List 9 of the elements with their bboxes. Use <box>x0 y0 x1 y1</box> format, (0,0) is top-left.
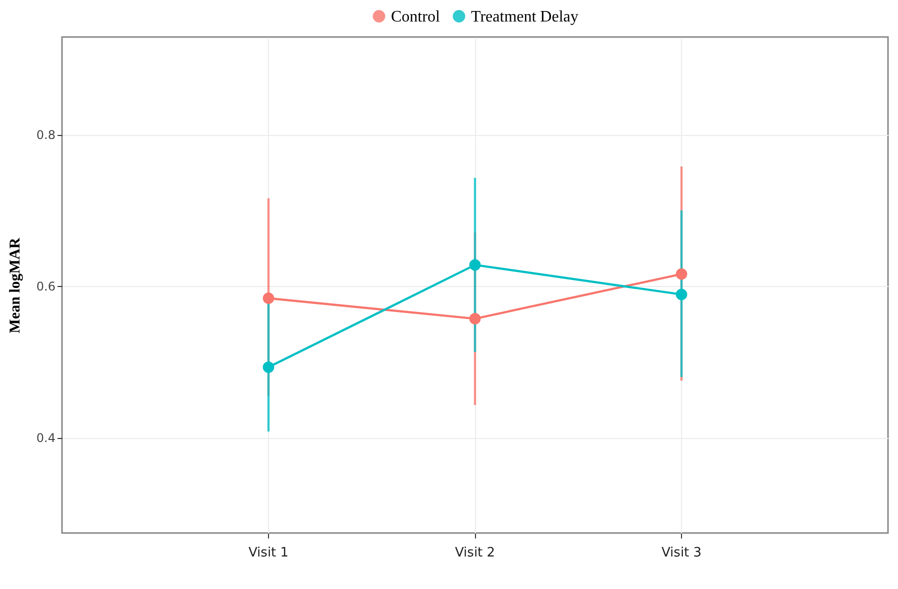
y-axis-title: Mean logMAR <box>7 238 24 334</box>
y-tick-label: 0.8 <box>36 128 56 142</box>
legend-label: Treatment Delay <box>471 8 578 26</box>
x-tick-label: Visit 3 <box>661 546 702 560</box>
y-tick-label: 0.4 <box>36 431 56 446</box>
y-tick-label: 0.6 <box>36 280 56 294</box>
x-tick-label: Visit 2 <box>454 546 496 560</box>
legend-label: Control <box>391 8 440 26</box>
x-tick-label: Visit 1 <box>248 546 289 560</box>
